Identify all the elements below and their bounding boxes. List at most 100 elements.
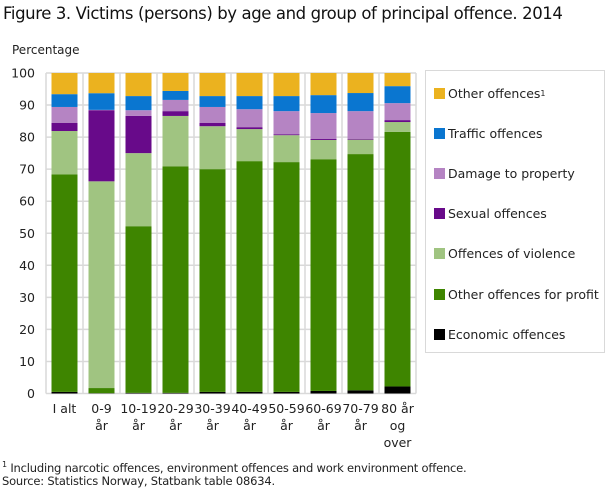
bar-segment-other-offences-for-profit	[51, 174, 78, 392]
legend-item-offences-of-violence[interactable]: Offences of violence	[434, 246, 575, 261]
bar-segment-other-offences-for-profit	[273, 162, 300, 392]
legend-label: Damage to property	[448, 166, 575, 181]
bar-segment-traffic-offences	[310, 95, 337, 114]
legend-item-other-offences-for-profit[interactable]: Other offences for profit	[434, 287, 599, 302]
y-tick-label: 70	[19, 162, 35, 177]
bar-segment-sexual-offences	[162, 111, 189, 116]
x-tick-label-line: år	[354, 418, 368, 433]
bar-segment-traffic-offences	[162, 90, 189, 100]
x-tick-label-line: og	[390, 418, 406, 433]
legend-item-sexual-offences[interactable]: Sexual offences	[434, 206, 547, 221]
legend-label: Traffic offences	[448, 126, 543, 141]
x-tick-label-line: 20-29	[157, 401, 193, 416]
legend-item-other-offences[interactable]: Other offences 1	[434, 86, 546, 101]
footnote-text: Including narcotic offences, environment…	[10, 460, 467, 475]
bar-segment-economic-offences	[310, 390, 337, 394]
x-tick-label-line: 0-9	[91, 401, 111, 416]
bar-segment-other-offences	[384, 73, 411, 87]
bar-segment-damage-to-property	[310, 113, 337, 140]
footnote-marker: 1	[2, 460, 7, 469]
y-tick-label: 10	[19, 354, 35, 369]
x-tick-label: 70-79 år	[342, 401, 378, 433]
bar-segment-economic-offences	[236, 391, 263, 394]
source-line: Source: Statistics Norway, Statbank tabl…	[2, 473, 275, 488]
legend-item-damage-to-property[interactable]: Damage to property	[434, 166, 575, 181]
bar-segment-damage-to-property	[384, 103, 411, 121]
x-tick-label-line: år	[280, 418, 294, 433]
bar-group	[310, 73, 337, 394]
x-tick-label: 10-19 år	[120, 401, 156, 433]
bar-segment-other-offences	[199, 73, 226, 97]
bar-group	[88, 73, 115, 394]
bar-segment-offences-of-violence	[310, 139, 337, 160]
bar-segment-sexual-offences	[199, 122, 226, 127]
bar-group	[273, 73, 300, 394]
bar-segment-economic-offences	[347, 390, 374, 394]
legend-footnote-marker: 1	[540, 89, 546, 98]
y-tick-label: 50	[19, 226, 35, 241]
bar-group	[51, 73, 78, 394]
bar-group	[347, 73, 374, 394]
bar-segment-traffic-offences	[125, 96, 152, 111]
y-axis-ticks: 0 10 20 30 40 50 60 70 80 90 100	[11, 66, 35, 402]
x-tick-label-line: 10-19	[120, 401, 156, 416]
x-tick-label: I alt	[53, 401, 77, 416]
y-tick-label: 90	[19, 98, 35, 113]
bar-segment-economic-offences	[125, 392, 152, 394]
bar-segment-damage-to-property	[273, 111, 300, 135]
bar-segment-other-offences-for-profit	[88, 388, 115, 394]
y-tick-label: 0	[27, 386, 35, 401]
bar-segment-sexual-offences	[88, 110, 115, 182]
footnote: 1 Including narcotic offences, environme…	[2, 458, 467, 488]
bar-segment-offences-of-violence	[125, 153, 152, 227]
legend-item-traffic-offences[interactable]: Traffic offences	[434, 126, 542, 141]
x-tick-label-line: 40-49	[231, 401, 267, 416]
bar-segment-other-offences-for-profit	[236, 161, 263, 392]
bar-segment-economic-offences	[273, 391, 300, 394]
x-tick-label: 0-9 år	[91, 401, 111, 433]
y-axis-label: Percentage	[12, 43, 80, 57]
legend-swatch	[434, 248, 445, 259]
legend-item-economic-offences[interactable]: Economic offences	[434, 327, 565, 342]
legend-label: Offences of violence	[448, 246, 576, 261]
bar-group	[384, 73, 411, 394]
bar-segment-other-offences	[347, 73, 374, 94]
bar-segment-traffic-offences	[51, 94, 78, 107]
x-tick-label-line: 30-39	[194, 401, 230, 416]
footnote-line: 1 Including narcotic offences, environme…	[2, 458, 467, 475]
bar-segment-offences-of-violence	[347, 139, 374, 155]
x-tick-label-line: år	[206, 418, 220, 433]
bar-segment-damage-to-property	[51, 106, 78, 123]
x-tick-label: 50-59 år	[268, 401, 304, 433]
bar-segment-damage-to-property	[236, 109, 263, 128]
x-tick-label-line: 80 år	[381, 401, 415, 416]
y-tick-label: 20	[19, 322, 35, 337]
legend-swatch	[434, 128, 445, 139]
bar-segment-other-offences-for-profit	[384, 131, 411, 387]
x-tick-label-line: år	[95, 418, 109, 433]
bar-segment-economic-offences	[384, 386, 411, 394]
x-tick-label: 30-39 år	[194, 401, 230, 433]
bar-segment-offences-of-violence	[88, 181, 115, 389]
bar-segment-sexual-offences	[347, 139, 374, 140]
chart-title: Figure 3. Victims (persons) by age and g…	[3, 4, 563, 23]
x-tick-label-line: I alt	[53, 401, 77, 416]
legend-swatch	[434, 88, 445, 99]
bar-segment-traffic-offences	[384, 86, 411, 104]
bar-group	[162, 73, 189, 394]
x-tick-label: 40-49 år	[231, 401, 267, 433]
bar-segment-offences-of-violence	[199, 126, 226, 170]
y-tick-label: 100	[11, 66, 35, 81]
bar-segment-traffic-offences	[236, 96, 263, 110]
bar-segment-offences-of-violence	[51, 131, 78, 175]
x-tick-label-line: over	[384, 435, 413, 450]
legend-label: Other offences	[448, 86, 541, 101]
bar-segment-damage-to-property	[162, 99, 189, 112]
bar-segment-other-offences-for-profit	[125, 226, 152, 393]
y-tick-label: 60	[19, 194, 35, 209]
y-tick-label: 40	[19, 258, 35, 273]
x-tick-label: 80 år og over	[381, 401, 415, 450]
x-tick-label: 20-29 år	[157, 401, 193, 433]
x-tick-label-line: år	[317, 418, 331, 433]
